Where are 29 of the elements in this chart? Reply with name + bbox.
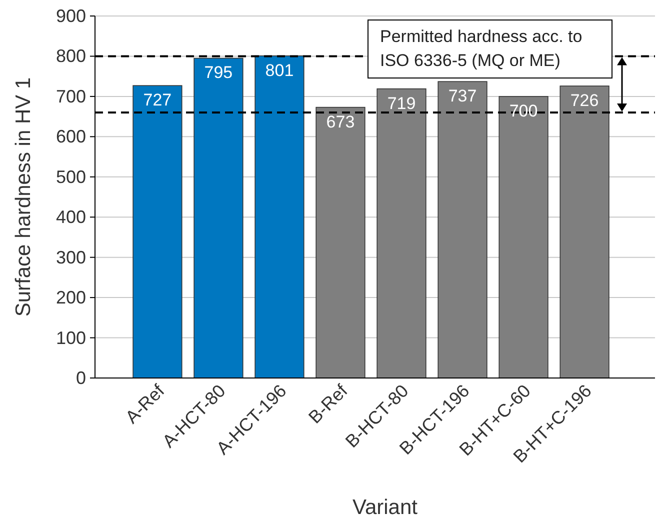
data-label: 795: [204, 63, 233, 82]
data-label: 801: [265, 60, 294, 80]
y-tick-label: 0: [76, 368, 86, 388]
bar: [438, 81, 488, 378]
bar: [132, 85, 182, 378]
y-tick-label: 800: [56, 46, 86, 66]
data-label: 673: [326, 112, 355, 132]
y-tick-label: 500: [56, 166, 86, 187]
y-tick-label: 100: [56, 328, 86, 348]
data-label: 727: [143, 90, 172, 110]
y-tick-label: 200: [56, 288, 86, 308]
annotation: Permitted hardness acc. to ISO 6336-5 (MQ or ME): [380, 27, 582, 70]
y-tick-label: 600: [56, 126, 86, 147]
bar: [376, 88, 426, 378]
y-tick-label: 400: [56, 207, 86, 228]
y-axis-title: Surface hardness in HV 1: [12, 77, 35, 317]
data-label: 737: [448, 86, 477, 106]
bar: [498, 96, 548, 378]
y-tick-label: 700: [56, 86, 86, 106]
x-axis-title: Variant: [352, 496, 418, 519]
y-tick-label: 300: [56, 247, 86, 268]
bar: [254, 55, 304, 378]
bar: [560, 86, 610, 378]
data-label: 726: [570, 90, 599, 110]
data-label: 700: [509, 101, 538, 120]
bar: [316, 106, 366, 378]
bar: [194, 58, 244, 378]
y-tick-label: 900: [56, 6, 86, 26]
data-label: 719: [387, 94, 416, 113]
